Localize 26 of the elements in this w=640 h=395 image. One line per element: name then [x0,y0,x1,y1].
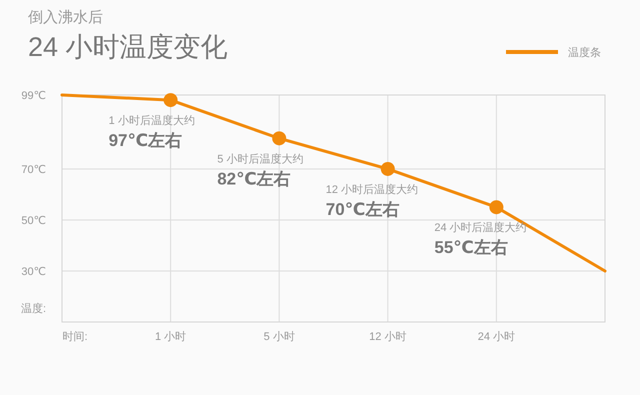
point [489,200,504,214]
point [380,162,395,176]
y-tick-label: 99℃ [21,90,46,102]
y-tick-label: 70℃ [21,164,46,176]
point [272,131,286,146]
annotation: 70℃左右 [326,200,400,219]
chart-subtitle: 倒入沸水后 [28,9,103,26]
x-axis-title: 时间: [62,330,88,343]
annotation: 55℃左右 [434,238,508,258]
y-tick-label: 30℃ [21,266,46,278]
point [164,93,178,108]
x-tick-label: 5 小时 [264,330,295,343]
x-tick-label: 12 小时 [369,330,406,343]
annotation: 5 小时后温度大约 [217,152,304,166]
legend-label: 温度条 [568,46,601,59]
annotation: 12 小时后温度大约 [326,182,418,196]
chart-title: 24 小时温度变化 [28,32,228,62]
x-tick-label: 1 小时 [155,330,186,343]
line-series [60,94,606,272]
y-axis-title: 温度: [20,302,46,315]
annotation: 1 小时后温度大约 [108,114,195,128]
y-tick-label: 50℃ [21,214,46,227]
x-tick-label: 24 小时 [478,330,516,343]
annotation: 97℃左右 [108,131,182,150]
annotation: 82℃左右 [217,169,291,188]
annotation: 24 小时后温度大约 [434,221,527,234]
